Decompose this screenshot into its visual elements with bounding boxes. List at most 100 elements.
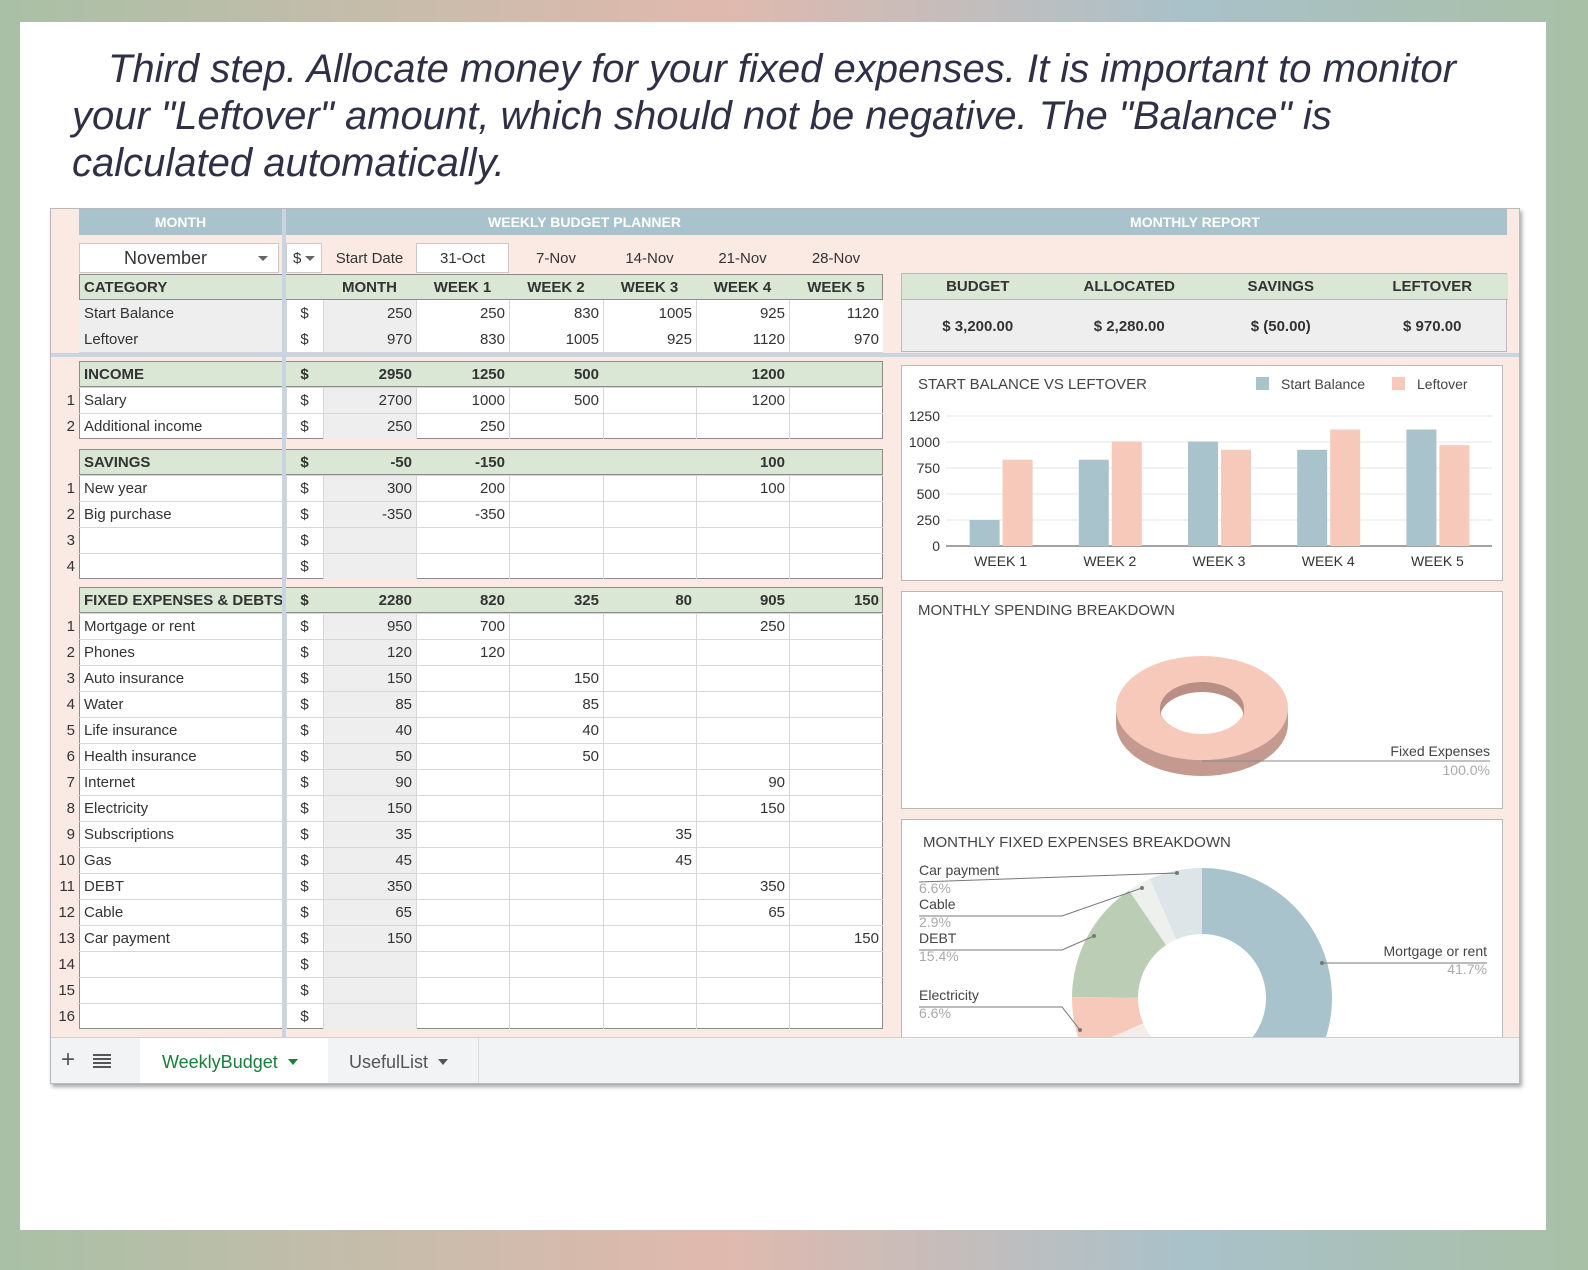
amount-cell[interactable]: 35 <box>675 825 692 843</box>
amount-cell[interactable]: 40 <box>395 721 412 739</box>
amount-cell[interactable]: 120 <box>386 643 412 661</box>
amount-cell[interactable] <box>603 413 696 439</box>
amount-cell[interactable]: 90 <box>768 773 785 791</box>
amount-cell[interactable] <box>509 501 603 527</box>
amount-cell[interactable]: 50 <box>582 747 599 765</box>
amount-cell[interactable] <box>789 795 883 821</box>
amount-cell[interactable] <box>603 873 696 899</box>
amount-cell[interactable] <box>416 977 509 1003</box>
amount-cell[interactable]: 250 <box>386 417 412 435</box>
amount-cell[interactable] <box>509 613 603 639</box>
amount-cell[interactable] <box>789 899 883 925</box>
amount-cell[interactable] <box>509 527 603 553</box>
amount-cell[interactable] <box>603 1003 696 1029</box>
month-select[interactable]: November <box>79 243 279 273</box>
amount-cell[interactable] <box>789 665 883 691</box>
amount-cell[interactable] <box>603 743 696 769</box>
amount-cell[interactable] <box>603 795 696 821</box>
amount-cell[interactable] <box>416 899 509 925</box>
amount-cell[interactable] <box>789 501 883 527</box>
balance-cell[interactable]: 830 <box>573 304 599 322</box>
balance-label[interactable]: Leftover <box>84 330 139 348</box>
amount-cell[interactable] <box>789 743 883 769</box>
category-label[interactable]: Auto insurance <box>84 669 185 687</box>
amount-cell[interactable] <box>603 977 696 1003</box>
amount-cell[interactable] <box>509 795 603 821</box>
amount-cell[interactable] <box>603 769 696 795</box>
amount-cell[interactable] <box>696 501 789 527</box>
amount-cell[interactable]: 700 <box>479 617 505 635</box>
amount-cell[interactable] <box>509 475 603 501</box>
amount-cell[interactable] <box>696 639 789 665</box>
report-value[interactable]: $ 3,200.00 <box>942 317 1014 335</box>
frozen-column-divider[interactable] <box>282 209 286 1037</box>
amount-cell[interactable] <box>603 475 696 501</box>
category-label[interactable] <box>79 977 282 1003</box>
amount-cell[interactable] <box>696 977 789 1003</box>
amount-cell[interactable]: 35 <box>395 825 412 843</box>
report-value[interactable]: $ 2,280.00 <box>1093 317 1165 335</box>
amount-cell[interactable] <box>323 553 416 579</box>
amount-cell[interactable] <box>509 639 603 665</box>
report-value[interactable]: $ 970.00 <box>1403 317 1462 335</box>
amount-cell[interactable] <box>509 821 603 847</box>
balance-cell[interactable]: 925 <box>759 304 785 322</box>
amount-cell[interactable]: 85 <box>582 695 599 713</box>
amount-cell[interactable] <box>696 691 789 717</box>
category-label[interactable]: Subscriptions <box>84 825 175 843</box>
amount-cell[interactable]: 45 <box>395 851 412 869</box>
amount-cell[interactable] <box>603 387 696 413</box>
amount-cell[interactable]: 1000 <box>471 391 505 409</box>
amount-cell[interactable]: 950 <box>386 617 412 635</box>
amount-cell[interactable] <box>696 821 789 847</box>
amount-cell[interactable]: 150 <box>386 799 412 817</box>
amount-cell[interactable] <box>416 717 509 743</box>
amount-cell[interactable] <box>603 925 696 951</box>
amount-cell[interactable] <box>603 639 696 665</box>
amount-cell[interactable] <box>696 847 789 873</box>
amount-cell[interactable]: 300 <box>386 479 412 497</box>
amount-cell[interactable]: 85 <box>395 695 412 713</box>
amount-cell[interactable] <box>509 847 603 873</box>
category-label[interactable]: New year <box>84 479 148 497</box>
category-label[interactable]: DEBT <box>84 877 125 895</box>
amount-cell[interactable] <box>416 873 509 899</box>
amount-cell[interactable] <box>509 899 603 925</box>
amount-cell[interactable] <box>789 821 883 847</box>
amount-cell[interactable] <box>323 951 416 977</box>
balance-cell[interactable]: 970 <box>853 330 879 348</box>
category-label[interactable]: Water <box>84 695 124 713</box>
amount-cell[interactable] <box>509 1003 603 1029</box>
amount-cell[interactable]: 500 <box>573 391 599 409</box>
amount-cell[interactable]: 2700 <box>378 391 412 409</box>
category-label[interactable] <box>79 527 282 553</box>
amount-cell[interactable] <box>789 717 883 743</box>
amount-cell[interactable]: -350 <box>381 505 412 523</box>
amount-cell[interactable] <box>509 925 603 951</box>
amount-cell[interactable] <box>789 769 883 795</box>
amount-cell[interactable]: 40 <box>582 721 599 739</box>
amount-cell[interactable] <box>789 553 883 579</box>
category-label[interactable]: Phones <box>84 643 135 661</box>
fixed-expenses-breakdown-chart[interactable]: MONTHLY FIXED EXPENSES BREAKDOWN Car pay… <box>901 819 1503 1049</box>
amount-cell[interactable]: 200 <box>479 479 505 497</box>
balance-cell[interactable]: 830 <box>479 330 505 348</box>
category-label[interactable]: Additional income <box>84 417 203 435</box>
amount-cell[interactable] <box>416 847 509 873</box>
category-label[interactable]: Gas <box>84 851 112 869</box>
amount-cell[interactable] <box>416 527 509 553</box>
amount-cell[interactable] <box>603 899 696 925</box>
balance-cell[interactable]: 1005 <box>658 304 692 322</box>
amount-cell[interactable] <box>323 977 416 1003</box>
amount-cell[interactable] <box>323 527 416 553</box>
amount-cell[interactable] <box>696 925 789 951</box>
amount-cell[interactable] <box>789 387 883 413</box>
frozen-row-divider[interactable] <box>51 353 1519 357</box>
amount-cell[interactable] <box>696 665 789 691</box>
category-label[interactable]: Internet <box>84 773 135 791</box>
amount-cell[interactable] <box>416 769 509 795</box>
category-label[interactable]: Health insurance <box>84 747 197 765</box>
balance-cell[interactable]: 1120 <box>846 304 879 322</box>
amount-cell[interactable] <box>789 951 883 977</box>
tab-usefullist[interactable]: UsefulList <box>329 1038 479 1083</box>
